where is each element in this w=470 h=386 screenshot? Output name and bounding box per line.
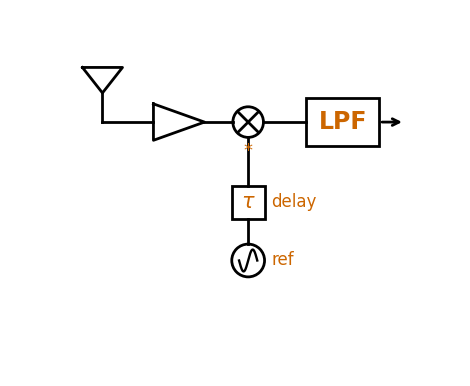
Bar — [306, 98, 379, 146]
Text: $\tau$: $\tau$ — [241, 192, 256, 212]
Bar — [232, 186, 265, 218]
Text: LPF: LPF — [319, 110, 367, 134]
Text: delay: delay — [271, 193, 316, 211]
Text: *: * — [243, 142, 253, 160]
Text: ref: ref — [271, 252, 294, 269]
